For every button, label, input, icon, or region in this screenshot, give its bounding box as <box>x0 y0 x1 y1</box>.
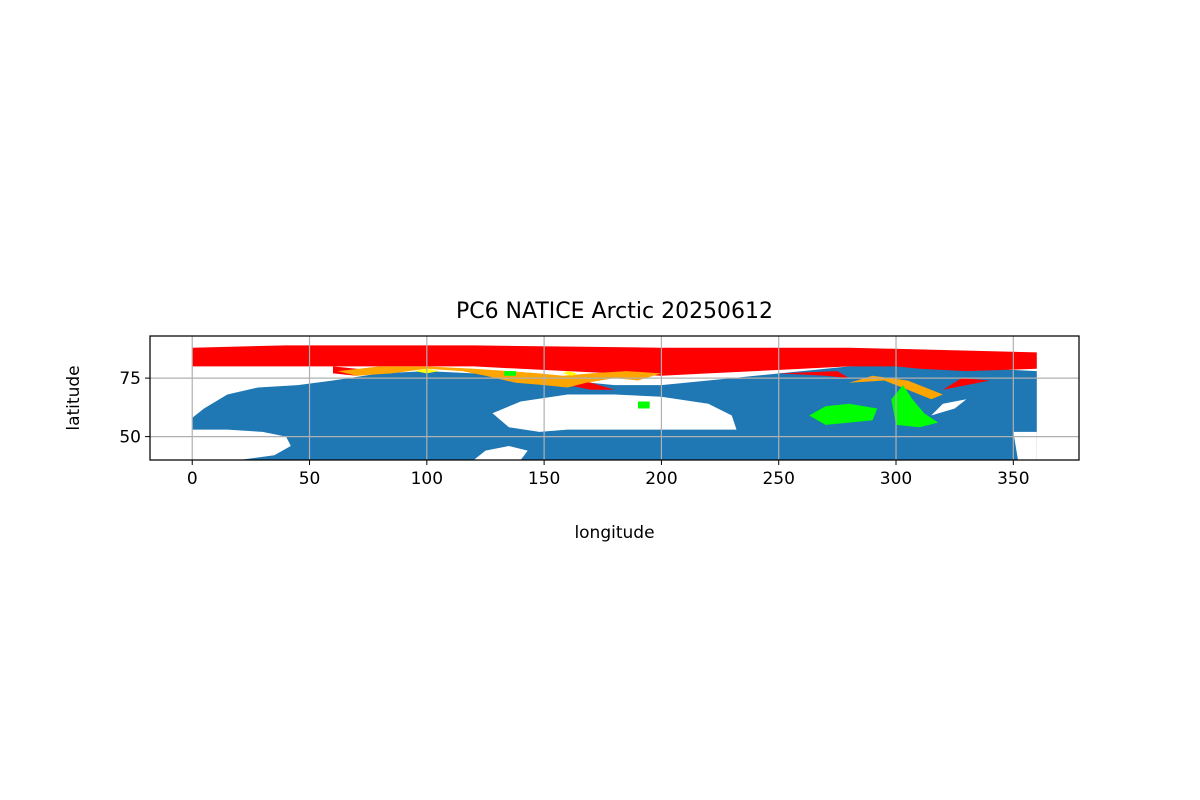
ice-medium-region-2 <box>849 375 943 400</box>
ice-low-region-3 <box>638 401 650 409</box>
chart-title: PC6 NATICE Arctic 20250612 <box>456 299 773 324</box>
x-tick-label: 0 <box>187 469 198 489</box>
map-regions <box>192 345 1037 460</box>
background-region-5 <box>473 446 528 460</box>
background-region-4 <box>931 399 967 416</box>
plot-frame <box>149 335 1080 461</box>
y-tick-label: 75 <box>119 369 141 389</box>
ice-medium-region-1 <box>337 366 662 388</box>
grid-lines <box>150 336 1079 460</box>
x-tick-label: 250 <box>762 469 794 489</box>
x-tick-label: 200 <box>645 469 677 489</box>
x-tick-label: 350 <box>997 469 1029 489</box>
background-region-2 <box>192 450 202 460</box>
ice-high-region-5 <box>942 378 990 390</box>
ice-trace-region-2 <box>562 371 577 376</box>
background-region-3 <box>492 394 737 432</box>
background-region-1 <box>192 417 291 460</box>
ice-low-region-4 <box>504 371 516 376</box>
x-axis-label: longitude <box>574 523 654 543</box>
ice-low-region-1 <box>809 403 878 425</box>
x-tick-label: 150 <box>528 469 560 489</box>
tick-marks <box>145 377 1014 465</box>
ice-low-region-2 <box>891 385 939 428</box>
x-tick-label: 300 <box>880 469 912 489</box>
y-axis-label: latitude <box>64 365 84 430</box>
x-tick-label: 100 <box>411 469 443 489</box>
x-tick-label: 50 <box>299 469 321 489</box>
ice-high-region-4 <box>778 371 850 379</box>
background-region-6 <box>1013 431 1037 460</box>
ice-high-region-1 <box>192 345 1037 376</box>
y-tick-label: 50 <box>119 428 141 448</box>
